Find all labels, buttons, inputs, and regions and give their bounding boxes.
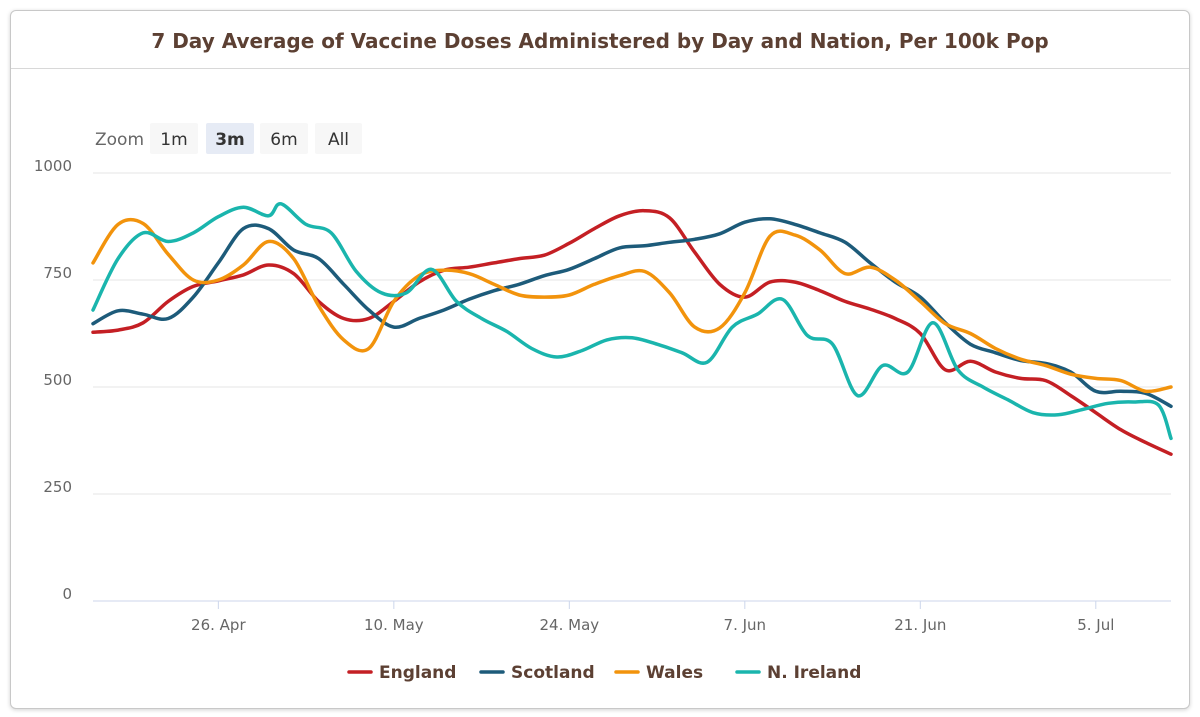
zoom-button-all[interactable]: All [315, 123, 362, 154]
legend: England Scotland Wales N. Ireland [347, 663, 861, 683]
zoom-button-3m[interactable]: 3m [206, 123, 254, 154]
series-lines [91, 202, 1173, 456]
y-axis: 0 250 500 750 1000 [34, 157, 72, 603]
legend-item-n-ireland[interactable]: N. Ireland [735, 663, 861, 683]
legend-label: N. Ireland [767, 663, 861, 683]
legend-item-england[interactable]: England [347, 663, 456, 683]
zoom-button-label: All [328, 130, 349, 150]
series-line-wales[interactable] [91, 217, 1173, 394]
legend-item-scotland[interactable]: Scotland [479, 663, 595, 683]
series-line-n-ireland[interactable] [91, 202, 1173, 441]
y-tick-label: 0 [62, 585, 72, 603]
x-axis: 26. Apr 10. May 24. May 7. Jun 21. Jun 5. Jul [191, 601, 1114, 634]
zoom-label: Zoom [95, 130, 144, 150]
x-tick-label: 24. May [540, 616, 600, 634]
y-tick-label: 250 [43, 478, 72, 496]
legend-item-wales[interactable]: Wales [614, 663, 703, 683]
zoom-button-6m[interactable]: 6m [260, 123, 308, 154]
zoom-button-label: 1m [160, 130, 187, 150]
series-line-england[interactable] [91, 208, 1173, 456]
chart-title: 7 Day Average of Vaccine Doses Administe… [11, 11, 1189, 69]
zoom-button-1m[interactable]: 1m [150, 123, 198, 154]
x-tick-label: 21. Jun [894, 616, 946, 634]
x-tick-label: 7. Jun [724, 616, 767, 634]
zoom-controls: Zoom 1m 3m 6m All [95, 123, 362, 154]
series-line-scotland[interactable] [91, 216, 1173, 409]
y-tick-label: 1000 [34, 157, 72, 175]
legend-label: Wales [646, 663, 703, 683]
x-tick-label: 5. Jul [1077, 616, 1114, 634]
legend-label: Scotland [511, 663, 595, 683]
x-tick-label: 10. May [364, 616, 424, 634]
zoom-button-label: 6m [270, 130, 297, 150]
legend-label: England [379, 663, 456, 683]
zoom-button-label: 3m [215, 130, 245, 150]
y-tick-label: 750 [43, 264, 72, 282]
x-tick-label: 26. Apr [191, 616, 246, 634]
grid-lines [93, 172, 1171, 602]
y-tick-label: 500 [43, 371, 72, 389]
